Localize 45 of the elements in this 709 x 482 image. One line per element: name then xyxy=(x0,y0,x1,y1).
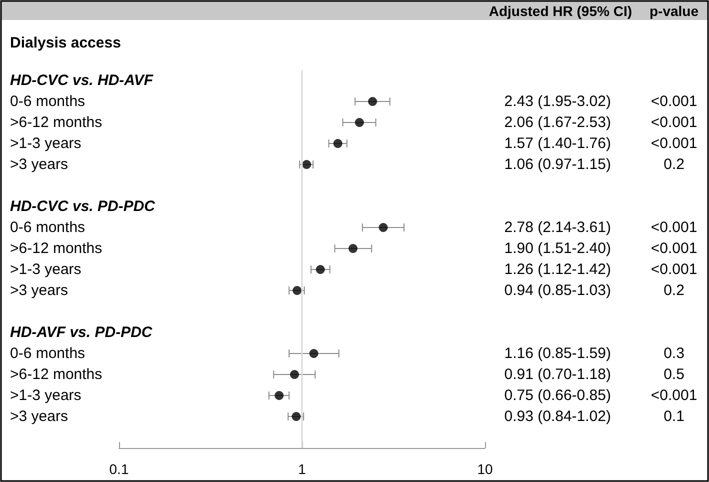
text: <0.001 xyxy=(650,219,698,236)
y-tick-label: 0-6 months xyxy=(10,219,86,236)
x-tick-label: 10 xyxy=(477,461,493,477)
y-tick-label: >3 years xyxy=(10,156,68,173)
text: <0.001 xyxy=(650,135,698,152)
y-tick-label: HD-AVF vs. PD-PDC xyxy=(10,324,154,341)
data-label: 1.57 (1.40-1.76) xyxy=(504,135,611,152)
text: 0.1 xyxy=(664,408,684,425)
y-tick-label: >6-12 months xyxy=(10,366,102,383)
chart-title: Dialysis access xyxy=(10,34,121,52)
y-tick-label: HD-CVC vs. HD-AVF xyxy=(10,72,154,89)
text: <0.001 xyxy=(650,261,698,278)
y-tick-label: >6-12 months xyxy=(10,240,102,257)
data-label: 1.90 (1.51-2.40) xyxy=(504,240,611,257)
data-label: 0.75 (0.66-0.85) xyxy=(504,387,611,404)
text: 0.2 xyxy=(664,282,684,299)
data-label: 1.26 (1.12-1.42) xyxy=(504,261,611,278)
text: <0.001 xyxy=(650,114,698,131)
text: p-value xyxy=(649,3,699,19)
data-label: 2.06 (1.67-2.53) xyxy=(504,114,611,131)
text: 0.3 xyxy=(664,345,684,362)
data-label: 1.06 (0.97-1.15) xyxy=(504,156,611,173)
text: <0.001 xyxy=(650,387,698,404)
data-label: 2.43 (1.95-3.02) xyxy=(504,93,611,110)
data-label: 0.94 (0.85-1.03) xyxy=(504,282,611,299)
data-label: 1.16 (0.85-1.59) xyxy=(504,345,611,362)
text: <0.001 xyxy=(650,240,698,257)
text: Adjusted HR (95% CI) xyxy=(488,3,632,19)
y-tick-label: 0-6 months xyxy=(10,93,86,110)
text: 0.2 xyxy=(664,156,684,173)
y-tick-label: HD-CVC vs. PD-PDC xyxy=(10,198,156,215)
data-label: 0.91 (0.70-1.18) xyxy=(504,366,611,383)
y-tick-label: 0-6 months xyxy=(10,345,86,362)
y-tick-label: >6-12 months xyxy=(10,114,102,131)
x-tick-label: 0.1 xyxy=(109,461,129,477)
text: <0.001 xyxy=(650,93,698,110)
y-tick-label: >3 years xyxy=(10,282,68,299)
data-label: 0.93 (0.84-1.02) xyxy=(504,408,611,425)
y-tick-label: >3 years xyxy=(10,408,68,425)
y-tick-label: >1-3 years xyxy=(10,387,82,404)
x-tick-label: 1 xyxy=(298,461,306,477)
y-tick-label: >1-3 years xyxy=(10,135,82,152)
text: 0.5 xyxy=(664,366,684,383)
data-label: 2.78 (2.14-3.61) xyxy=(504,219,611,236)
y-tick-label: >1-3 years xyxy=(10,261,82,278)
